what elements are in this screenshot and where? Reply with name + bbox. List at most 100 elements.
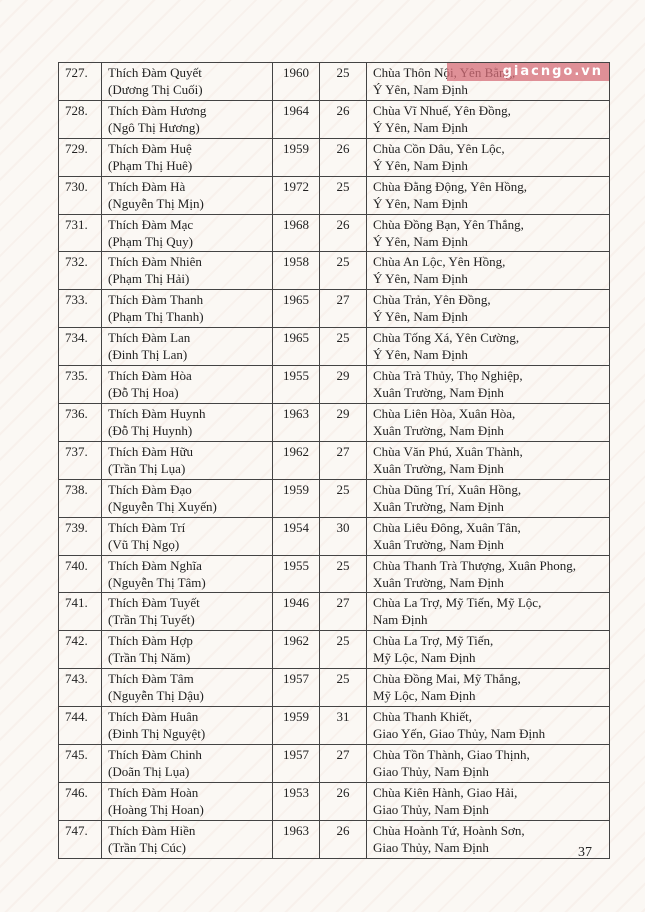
name-lay-name: (Nguyễn Thị Mịn) bbox=[108, 195, 204, 211]
row-number-no: 744. bbox=[65, 709, 88, 725]
age-age: 26 bbox=[336, 216, 350, 232]
age-cell: 29 bbox=[319, 365, 367, 405]
year-cell: 1964 bbox=[272, 99, 320, 139]
address-cell: Chùa La Trợ, Mỹ Tiến, Mỹ Lộc, Nam Định bbox=[366, 630, 610, 670]
name-name: Thích Đàm Nhiên bbox=[108, 254, 202, 270]
year-cell: 1955 bbox=[272, 554, 320, 594]
name-cell: Thích Đàm Huynh (Đỗ Thị Huynh) bbox=[101, 403, 273, 442]
year-cell: 1959 bbox=[272, 478, 320, 518]
age-age: 25 bbox=[336, 330, 350, 346]
row-number-no: 746. bbox=[65, 784, 88, 800]
address-addr2: Xuân Trường, Nam Định bbox=[373, 385, 504, 401]
year-cell: 1957 bbox=[272, 668, 320, 708]
table-row: 734. Thích Đàm Lan (Đinh Thị Lan) 1965 25 Chù… bbox=[58, 327, 610, 367]
name-cell: Thích Đàm Huân (Đinh Thị Nguyệt) bbox=[101, 706, 273, 746]
year-cell: 1962 bbox=[272, 440, 320, 480]
age-cell: 25 bbox=[319, 175, 367, 215]
age-cell: 25 bbox=[319, 478, 367, 518]
row-number-no: 735. bbox=[65, 368, 88, 384]
address-addr1: Chùa Hoành Tứ, Hoành Sơn, bbox=[373, 822, 525, 838]
year-year: 1963 bbox=[283, 406, 309, 422]
address-cell: Chùa Cồn Dâu, Yên Lộc, Ý Yên, Nam Định bbox=[366, 137, 610, 177]
name-lay-name: (Dương Thị Cuối) bbox=[108, 82, 203, 97]
address-addr1: Chùa Đồng Bạn, Yên Thắng, bbox=[373, 216, 524, 232]
address-cell: Chùa Liên Hòa, Xuân Hòa, Xuân Trường, Nam… bbox=[366, 403, 610, 442]
name-name: Thích Đàm Hữu bbox=[108, 443, 194, 459]
year-year: 1957 bbox=[283, 747, 309, 763]
name-cell: Thích Đàm Đạo (Nguyễn Thị Xuyến) bbox=[101, 478, 273, 518]
name-name: Thích Đàm Hợp bbox=[108, 633, 193, 649]
name-cell: Thích Đàm Hiền (Trần Thị Cúc) bbox=[101, 819, 273, 859]
row-number: 731. bbox=[58, 213, 102, 253]
address-addr1: Chùa Đằng Động, Yên Hồng, bbox=[373, 178, 528, 194]
name-lay-name: (Ngô Thị Hương) bbox=[108, 119, 200, 135]
row-number-no: 734. bbox=[65, 330, 88, 346]
age-cell: 26 bbox=[319, 213, 367, 253]
table-row: 741. Thích Đàm Tuyết (Trần Thị Tuyết) 1946 2… bbox=[58, 592, 610, 632]
address-cell: Chùa Thanh Trà Thượng, Xuân Phong, Xuân T… bbox=[366, 554, 610, 594]
table-row: 732. Thích Đàm Nhiên (Phạm Thị Hải) 1958 25 C… bbox=[58, 251, 610, 291]
name-name: Thích Đàm Tuyết bbox=[108, 595, 200, 611]
name-name: Thích Đàm Chinh bbox=[108, 747, 202, 763]
row-number: 734. bbox=[58, 327, 102, 367]
age-age: 29 bbox=[336, 406, 350, 422]
row-number: 739. bbox=[58, 516, 102, 556]
year-cell: 1959 bbox=[272, 706, 320, 746]
age-cell: 25 bbox=[319, 251, 367, 291]
year-cell: 1965 bbox=[272, 327, 320, 367]
name-lay-name: (Trần Thị Năm) bbox=[108, 650, 191, 666]
year-year: 1955 bbox=[283, 368, 309, 384]
year-year: 1963 bbox=[283, 822, 309, 838]
row-number: 743. bbox=[58, 668, 102, 708]
address-addr2: Mỹ Lộc, Nam Định bbox=[373, 688, 476, 704]
age-cell: 25 bbox=[319, 62, 367, 101]
age-age: 25 bbox=[336, 254, 350, 270]
age-age: 30 bbox=[336, 519, 350, 535]
table-row: 743. Thích Đàm Tâm (Nguyễn Thị Dậu) 1957 25 C… bbox=[58, 668, 610, 708]
row-number-no: 731. bbox=[65, 216, 88, 232]
row-number-no: 736. bbox=[65, 406, 88, 422]
address-addr1: Chùa Liêu Đông, Xuân Tân, bbox=[373, 519, 521, 535]
address-addr2: Giao Yến, Giao Thủy, Nam Định bbox=[373, 726, 546, 742]
table-row: 731. Thích Đàm Mạc (Phạm Thị Quy) 1968 26 Chù… bbox=[58, 213, 610, 253]
year-cell: 1960 bbox=[272, 62, 320, 101]
year-cell: 1968 bbox=[272, 213, 320, 253]
table-row: 745. Thích Đàm Chinh (Doãn Thị Lụa) 1957 27 C… bbox=[58, 744, 610, 783]
age-cell: 25 bbox=[319, 327, 367, 367]
table-row: 744. Thích Đàm Huân (Đinh Thị Nguyệt) 1959 3… bbox=[58, 706, 610, 746]
year-year: 1960 bbox=[283, 65, 309, 80]
name-cell: Thích Đàm Nhiên (Phạm Thị Hải) bbox=[101, 251, 273, 291]
name-lay-name: (Trần Thị Lụa) bbox=[108, 460, 186, 476]
row-number-no: 732. bbox=[65, 254, 88, 270]
age-cell: 27 bbox=[319, 744, 367, 783]
name-cell: Thích Đàm Tâm (Nguyễn Thị Dậu) bbox=[101, 668, 273, 708]
year-year: 1972 bbox=[283, 178, 309, 194]
row-number: 733. bbox=[58, 289, 102, 329]
year-year: 1959 bbox=[283, 481, 309, 497]
name-cell: Thích Đàm Thanh (Phạm Thị Thanh) bbox=[101, 289, 273, 329]
age-age: 25 bbox=[336, 671, 350, 687]
address-addr2: Nam Định bbox=[373, 612, 428, 628]
age-age: 29 bbox=[336, 368, 350, 384]
address-addr1: Chùa La Trợ, Mỹ Tiến, bbox=[373, 633, 494, 649]
name-cell: Thích Đàm Trí (Vũ Thị Ngọ) bbox=[101, 516, 273, 556]
address-addr2: Ý Yên, Nam Định bbox=[373, 157, 468, 173]
row-number: 741. bbox=[58, 592, 102, 632]
age-age: 27 bbox=[336, 595, 350, 611]
age-cell: 27 bbox=[319, 440, 367, 480]
address-addr2: Xuân Trường, Nam Định bbox=[373, 498, 504, 514]
row-number: 746. bbox=[58, 781, 102, 821]
table-body: 727. Thích Đàm Quyết (Dương Thị Cuối) 1960 2… bbox=[58, 62, 610, 859]
year-year: 1955 bbox=[283, 557, 309, 573]
address-cell: Chùa Văn Phú, Xuân Thành, Xuân Trường, Na… bbox=[366, 440, 610, 480]
table-row: 728. Thích Đàm Hương (Ngô Thị Hương) 1964 26… bbox=[58, 99, 610, 139]
name-cell: Thích Đàm Hương (Ngô Thị Hương) bbox=[101, 99, 273, 139]
row-number-no: 728. bbox=[65, 102, 88, 118]
table-row: 746. Thích Đàm Hoàn (Hoàng Thị Hoan) 1953 26… bbox=[58, 781, 610, 821]
name-name: Thích Đàm Nghĩa bbox=[108, 557, 202, 573]
age-cell: 27 bbox=[319, 289, 367, 329]
year-cell: 1955 bbox=[272, 365, 320, 405]
year-year: 1953 bbox=[283, 784, 309, 800]
address-addr2: Giao Thủy, Nam Định bbox=[373, 801, 489, 817]
address-addr1: Chùa Đồng Mai, Mỹ Thắng, bbox=[373, 671, 521, 687]
